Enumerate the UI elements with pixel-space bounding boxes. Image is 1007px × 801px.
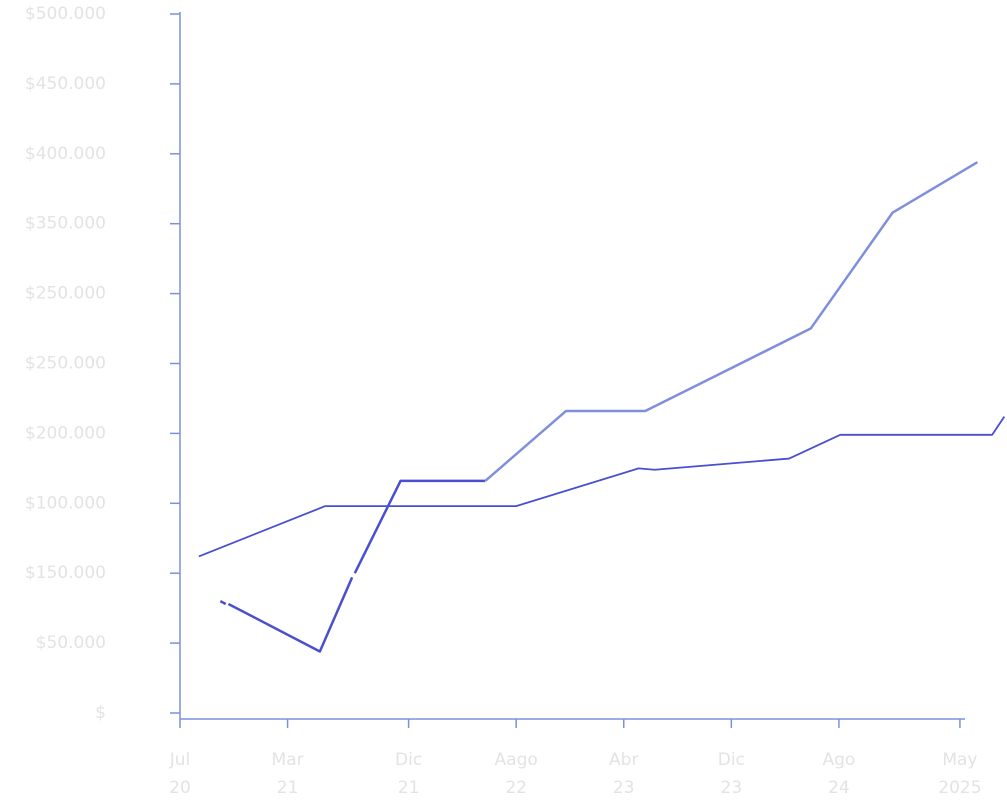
y-tick-label: $250.000 xyxy=(25,354,106,374)
x-tick-label: 24 xyxy=(828,778,850,798)
x-tick-label: 2025 xyxy=(938,778,981,798)
x-tick-label: Aago xyxy=(495,750,538,770)
y-tick-label: $200.000 xyxy=(25,423,106,443)
x-tick-label: Mar xyxy=(272,750,304,770)
x-tick-label: 23 xyxy=(613,778,635,798)
x-tick-label: 23 xyxy=(721,778,743,798)
line-series xyxy=(353,479,486,574)
x-tick-label: 20 xyxy=(169,778,191,798)
x-tick-label: Abr xyxy=(609,750,638,770)
x-tick-label: Dic xyxy=(395,750,422,770)
line-series xyxy=(198,416,1006,558)
x-tick-label: 22 xyxy=(505,778,527,798)
y-tick-label: $150.000 xyxy=(25,563,106,583)
line-series xyxy=(219,600,227,606)
x-tick-label: 21 xyxy=(398,778,420,798)
y-tick-label: $450.000 xyxy=(25,74,106,94)
y-tick-label: $100.000 xyxy=(25,493,106,513)
y-tick-label: $350.000 xyxy=(25,214,106,234)
x-tick-label: Jul xyxy=(169,750,191,770)
y-tick-label: $400.000 xyxy=(25,144,106,164)
line-series xyxy=(484,161,979,482)
y-tick-label: $250.000 xyxy=(25,284,106,304)
y-tick-label: $50.000 xyxy=(36,633,106,653)
x-tick-label: 21 xyxy=(277,778,299,798)
x-tick-label: May xyxy=(942,750,977,770)
x-tick-label: Dic xyxy=(718,750,745,770)
y-tick-label: $500.000 xyxy=(25,4,106,24)
line-series xyxy=(227,576,354,653)
y-tick-label: $ xyxy=(95,703,106,723)
x-tick-label: Ago xyxy=(822,750,855,770)
